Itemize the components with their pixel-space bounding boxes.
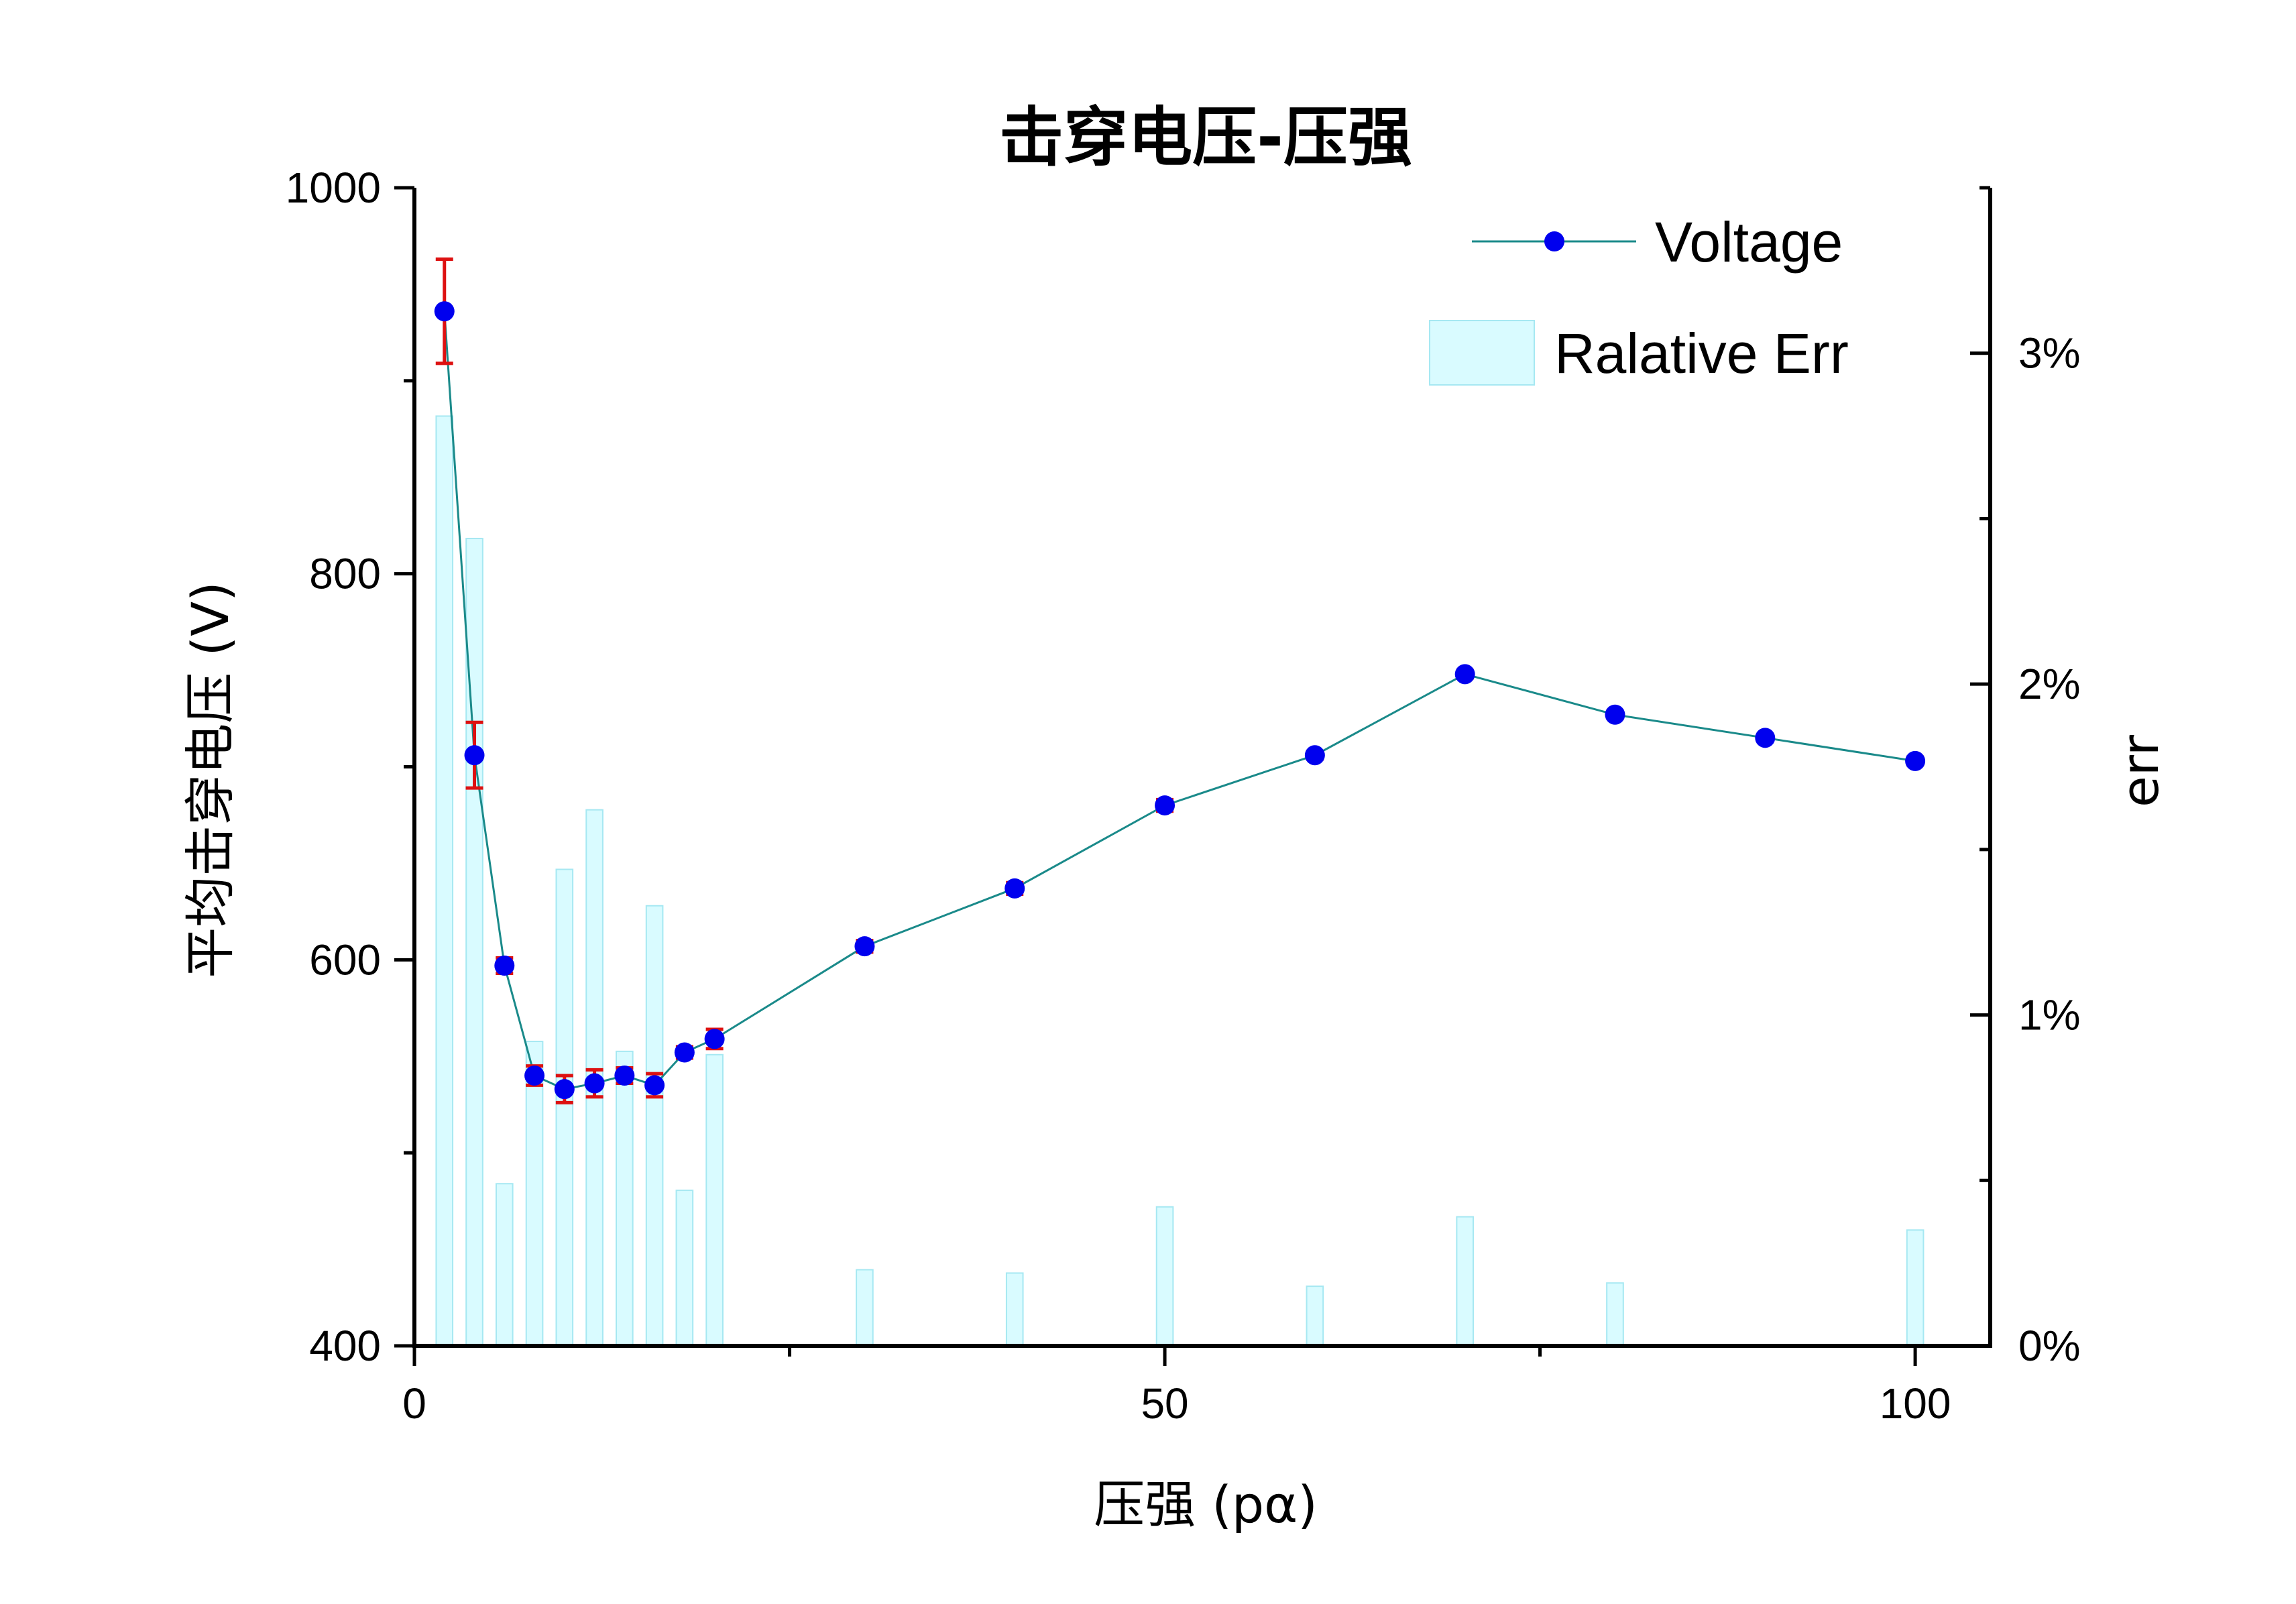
legend-voltage-label: Voltage — [1655, 211, 1843, 274]
bar — [645, 905, 664, 1347]
legend: Voltage Ralative Err — [1429, 211, 1849, 386]
y2-tick-label: 0% — [2018, 1322, 2081, 1370]
data-point — [524, 1066, 545, 1086]
data-point — [614, 1066, 635, 1086]
data-point — [434, 301, 455, 322]
chart-title: 击穿电压-压强 — [999, 100, 1412, 175]
x-tick-label: 50 — [1141, 1379, 1188, 1428]
data-point — [494, 955, 515, 976]
x-axis-title: 压强 (pα) — [1094, 1475, 1318, 1534]
y2-tick-label: 1% — [2018, 991, 2081, 1039]
data-point — [644, 1075, 665, 1096]
data-point — [1454, 664, 1475, 685]
legend-err-label: Ralative Err — [1554, 322, 1849, 385]
data-point — [1605, 704, 1625, 725]
y-axis-title: 平均击穿电压 (V) — [180, 581, 240, 978]
x-tick-label: 0 — [402, 1379, 426, 1428]
voltage-series — [434, 257, 1926, 1104]
bar — [435, 415, 454, 1347]
bar — [1456, 1216, 1474, 1347]
bar — [525, 1041, 544, 1347]
data-point — [584, 1073, 605, 1094]
data-point — [674, 1042, 695, 1063]
bar — [616, 1050, 634, 1347]
bar — [675, 1190, 694, 1347]
data-point — [1755, 728, 1776, 748]
bar — [1606, 1282, 1624, 1347]
legend-err-swatch — [1429, 320, 1535, 386]
bar — [1906, 1229, 1925, 1347]
bar — [1306, 1285, 1324, 1347]
y2-tick-label: 2% — [2018, 660, 2081, 708]
y-tick-label: 400 — [309, 1322, 381, 1370]
axes: 400 600 800 1000 0 50 100 0% 1% 2% 3% — [286, 164, 2081, 1428]
data-point — [1304, 745, 1325, 766]
data-point — [1005, 878, 1025, 899]
data-point — [1155, 795, 1175, 816]
legend-voltage-marker — [1544, 231, 1564, 251]
bar — [495, 1183, 514, 1347]
bar — [1155, 1206, 1174, 1347]
bar — [856, 1269, 874, 1347]
bar — [705, 1053, 724, 1347]
data-point — [1905, 750, 1926, 771]
y2-tick-label: 3% — [2018, 329, 2081, 378]
bar-series — [435, 415, 1925, 1347]
bar — [555, 868, 574, 1347]
y2-axis-title: err — [2110, 734, 2170, 807]
data-point — [464, 745, 485, 766]
x-tick-label: 100 — [1880, 1379, 1951, 1428]
data-point — [554, 1079, 575, 1100]
y-tick-label: 1000 — [286, 164, 381, 212]
y-tick-label: 800 — [309, 550, 381, 598]
bar — [1005, 1272, 1024, 1347]
data-point — [704, 1029, 725, 1049]
y-tick-label: 600 — [309, 935, 381, 984]
voltage-line — [443, 311, 1916, 1090]
data-point — [854, 936, 875, 957]
